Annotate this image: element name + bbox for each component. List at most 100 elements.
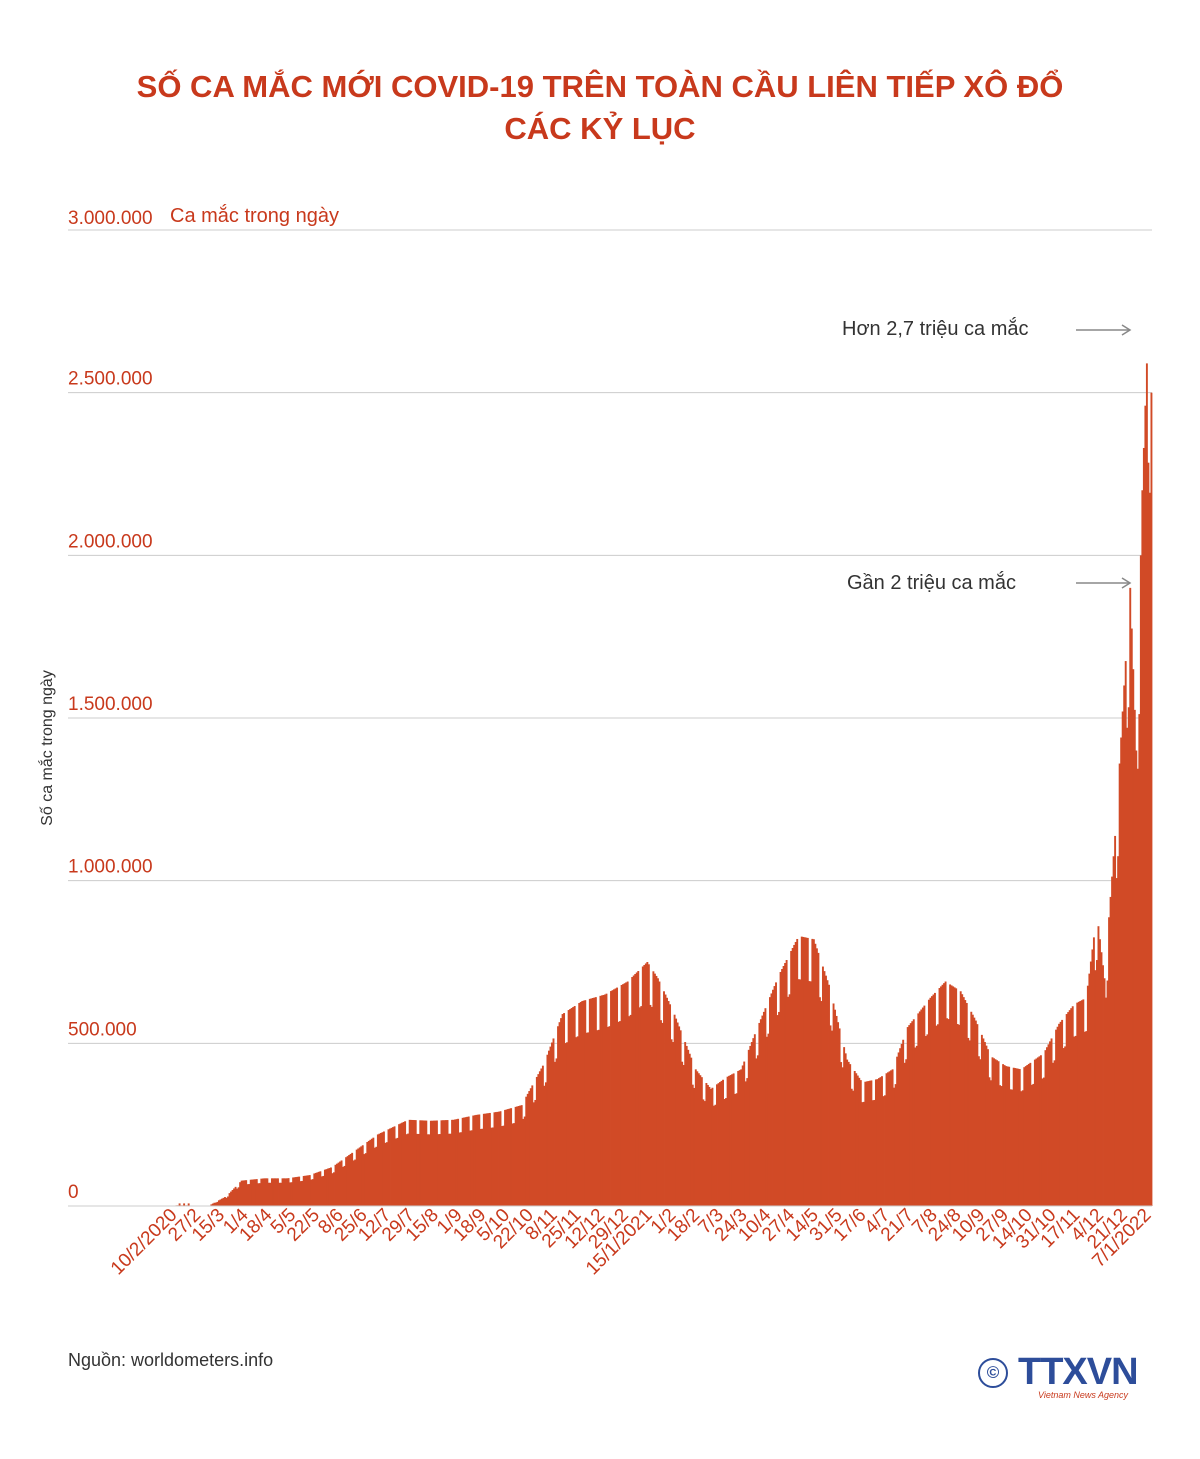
bar bbox=[1144, 405, 1147, 1206]
bar bbox=[917, 1013, 920, 1206]
bar bbox=[1000, 1086, 1003, 1206]
bar bbox=[558, 1022, 561, 1206]
bar bbox=[802, 936, 805, 1206]
bar bbox=[549, 1046, 552, 1206]
bar bbox=[641, 966, 644, 1206]
bar bbox=[918, 1011, 921, 1206]
bar bbox=[610, 991, 612, 1206]
bar bbox=[1071, 1006, 1074, 1206]
bar bbox=[473, 1115, 476, 1206]
bar bbox=[626, 981, 629, 1206]
bar bbox=[868, 1080, 871, 1206]
bar bbox=[1083, 1031, 1086, 1206]
bar bbox=[339, 1161, 341, 1206]
bar bbox=[852, 1090, 855, 1206]
bar bbox=[897, 1052, 900, 1206]
bar bbox=[333, 1172, 335, 1206]
bar bbox=[681, 1061, 684, 1206]
bar bbox=[448, 1133, 450, 1206]
bar bbox=[1036, 1057, 1039, 1206]
bar bbox=[1020, 1091, 1023, 1206]
bar bbox=[505, 1109, 508, 1206]
bar bbox=[885, 1073, 888, 1206]
bar bbox=[776, 1015, 779, 1206]
bar bbox=[1079, 1001, 1082, 1206]
arrow-head-icon bbox=[1121, 324, 1132, 336]
bar bbox=[653, 973, 656, 1206]
bar bbox=[432, 1120, 435, 1206]
bar bbox=[501, 1126, 503, 1206]
bar bbox=[367, 1140, 370, 1206]
bar bbox=[323, 1169, 326, 1206]
bar bbox=[761, 1015, 764, 1206]
bar bbox=[785, 960, 788, 1206]
bar bbox=[687, 1049, 690, 1206]
bar bbox=[781, 969, 784, 1206]
bar bbox=[369, 1139, 372, 1206]
bar bbox=[187, 1203, 190, 1206]
bar bbox=[582, 1000, 585, 1206]
bar bbox=[956, 1024, 959, 1206]
bar bbox=[314, 1172, 317, 1206]
bar bbox=[544, 1082, 547, 1206]
bar bbox=[944, 981, 947, 1206]
bar bbox=[1015, 1068, 1018, 1206]
bar bbox=[510, 1108, 513, 1206]
bar bbox=[1095, 960, 1098, 1206]
bar bbox=[216, 1201, 219, 1206]
bar bbox=[469, 1130, 472, 1206]
bar bbox=[876, 1079, 879, 1206]
bar bbox=[835, 1015, 838, 1206]
bar bbox=[625, 982, 628, 1206]
bar bbox=[342, 1166, 345, 1206]
bar bbox=[1058, 1023, 1061, 1206]
bar bbox=[1061, 1019, 1064, 1206]
bar bbox=[230, 1191, 232, 1206]
bar bbox=[973, 1017, 976, 1206]
bar bbox=[393, 1126, 396, 1206]
bar bbox=[535, 1076, 538, 1206]
bar bbox=[435, 1120, 438, 1206]
bar bbox=[1100, 952, 1103, 1206]
bar bbox=[955, 988, 958, 1206]
bar bbox=[756, 1055, 759, 1206]
bar bbox=[413, 1120, 416, 1206]
bar bbox=[1038, 1056, 1041, 1206]
bar bbox=[726, 1076, 729, 1206]
bar bbox=[732, 1073, 735, 1206]
bar bbox=[669, 1004, 672, 1206]
bar bbox=[991, 1057, 994, 1206]
y-tick-label: 2.000.000 bbox=[68, 531, 153, 552]
bar bbox=[903, 1062, 906, 1206]
bar bbox=[983, 1042, 986, 1206]
bar bbox=[734, 1093, 737, 1206]
bar bbox=[1123, 685, 1126, 1206]
bar bbox=[461, 1117, 464, 1206]
bar bbox=[607, 1026, 609, 1206]
bar bbox=[392, 1127, 394, 1206]
bar bbox=[572, 1007, 575, 1206]
bar bbox=[269, 1182, 272, 1206]
bar bbox=[634, 974, 637, 1206]
bar bbox=[591, 998, 594, 1206]
bar bbox=[1080, 1000, 1083, 1206]
bar bbox=[649, 1004, 652, 1206]
bar bbox=[853, 1070, 856, 1206]
bar bbox=[255, 1179, 258, 1206]
bar bbox=[404, 1121, 407, 1206]
bar bbox=[829, 1025, 832, 1206]
bar bbox=[604, 994, 606, 1206]
bar bbox=[843, 1047, 846, 1206]
bar bbox=[1074, 1035, 1077, 1206]
bar bbox=[850, 1088, 853, 1206]
bar bbox=[446, 1120, 449, 1206]
bar bbox=[694, 1069, 697, 1206]
bar bbox=[644, 963, 647, 1206]
bar bbox=[402, 1121, 405, 1206]
bar bbox=[517, 1106, 520, 1206]
bar bbox=[522, 1118, 525, 1206]
bar bbox=[900, 1043, 903, 1206]
bar bbox=[926, 1034, 929, 1206]
bar bbox=[614, 988, 617, 1206]
